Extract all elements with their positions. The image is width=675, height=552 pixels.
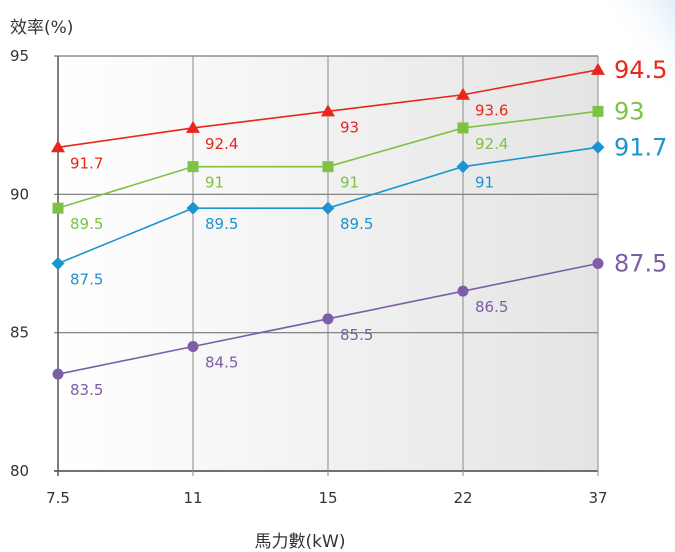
- label-layer: 91.7 92.4 93 93.6 94.5 89.5 91 91 92.4 93 87.5 89.5…: [70, 56, 667, 399]
- circle-marker: [592, 258, 604, 269]
- circle-marker: [187, 341, 199, 352]
- grid-lines: 80 85 90 95 7.5 11 15 22 37: [10, 47, 608, 507]
- triangle-marker: [321, 104, 335, 117]
- y-axis-title: 效率(%): [10, 18, 73, 38]
- square-marker: [52, 202, 64, 214]
- diamond-marker: [321, 201, 335, 215]
- data-label: 87.5: [70, 271, 103, 289]
- end-value-label: 94.5: [614, 56, 667, 84]
- x-tick-label: 37: [588, 489, 607, 507]
- square-marker: [322, 161, 334, 173]
- diamond-marker: [591, 140, 605, 154]
- x-tick-label: 7.5: [46, 489, 70, 507]
- square-marker: [457, 122, 469, 134]
- square-marker: [592, 105, 604, 117]
- data-label: 83.5: [70, 381, 103, 399]
- data-label: 92.4: [205, 135, 238, 153]
- data-label: 89.5: [340, 215, 373, 233]
- diamond-marker: [186, 201, 200, 215]
- data-label: 89.5: [205, 215, 238, 233]
- x-tick-label: 22: [453, 489, 472, 507]
- data-label: 91: [340, 174, 359, 192]
- x-axis-title: 馬力數(kW): [255, 532, 346, 552]
- square-marker: [187, 161, 199, 173]
- x-tick-label: 11: [183, 489, 202, 507]
- x-tick-label: 15: [318, 489, 337, 507]
- diamond-marker: [456, 160, 470, 174]
- data-label: 85.5: [340, 326, 373, 344]
- data-label: 93.6: [475, 102, 508, 120]
- end-value-label: 91.7: [614, 133, 667, 161]
- data-label: 86.5: [475, 298, 508, 316]
- triangle-marker: [456, 87, 470, 100]
- y-tick-label: 85: [10, 324, 29, 342]
- triangle-marker: [51, 140, 65, 153]
- y-tick-label: 95: [10, 47, 29, 65]
- data-label: 91: [475, 174, 494, 192]
- y-tick-label: 90: [10, 185, 29, 203]
- data-label: 91.7: [70, 154, 103, 172]
- data-label: 92.4: [475, 135, 508, 153]
- circle-marker: [52, 368, 64, 380]
- diamond-marker: [51, 257, 65, 270]
- circle-marker: [457, 285, 469, 297]
- data-label: 93: [340, 118, 359, 136]
- triangle-marker: [591, 62, 605, 75]
- circle-marker: [322, 313, 334, 325]
- data-label: 84.5: [205, 354, 238, 372]
- triangle-marker: [186, 120, 200, 133]
- end-value-label: 93: [614, 97, 645, 125]
- end-value-label: 87.5: [614, 250, 667, 278]
- data-label: 89.5: [70, 215, 103, 233]
- data-label: 91: [205, 174, 224, 192]
- y-tick-label: 80: [10, 462, 29, 480]
- series-layer: [51, 62, 605, 380]
